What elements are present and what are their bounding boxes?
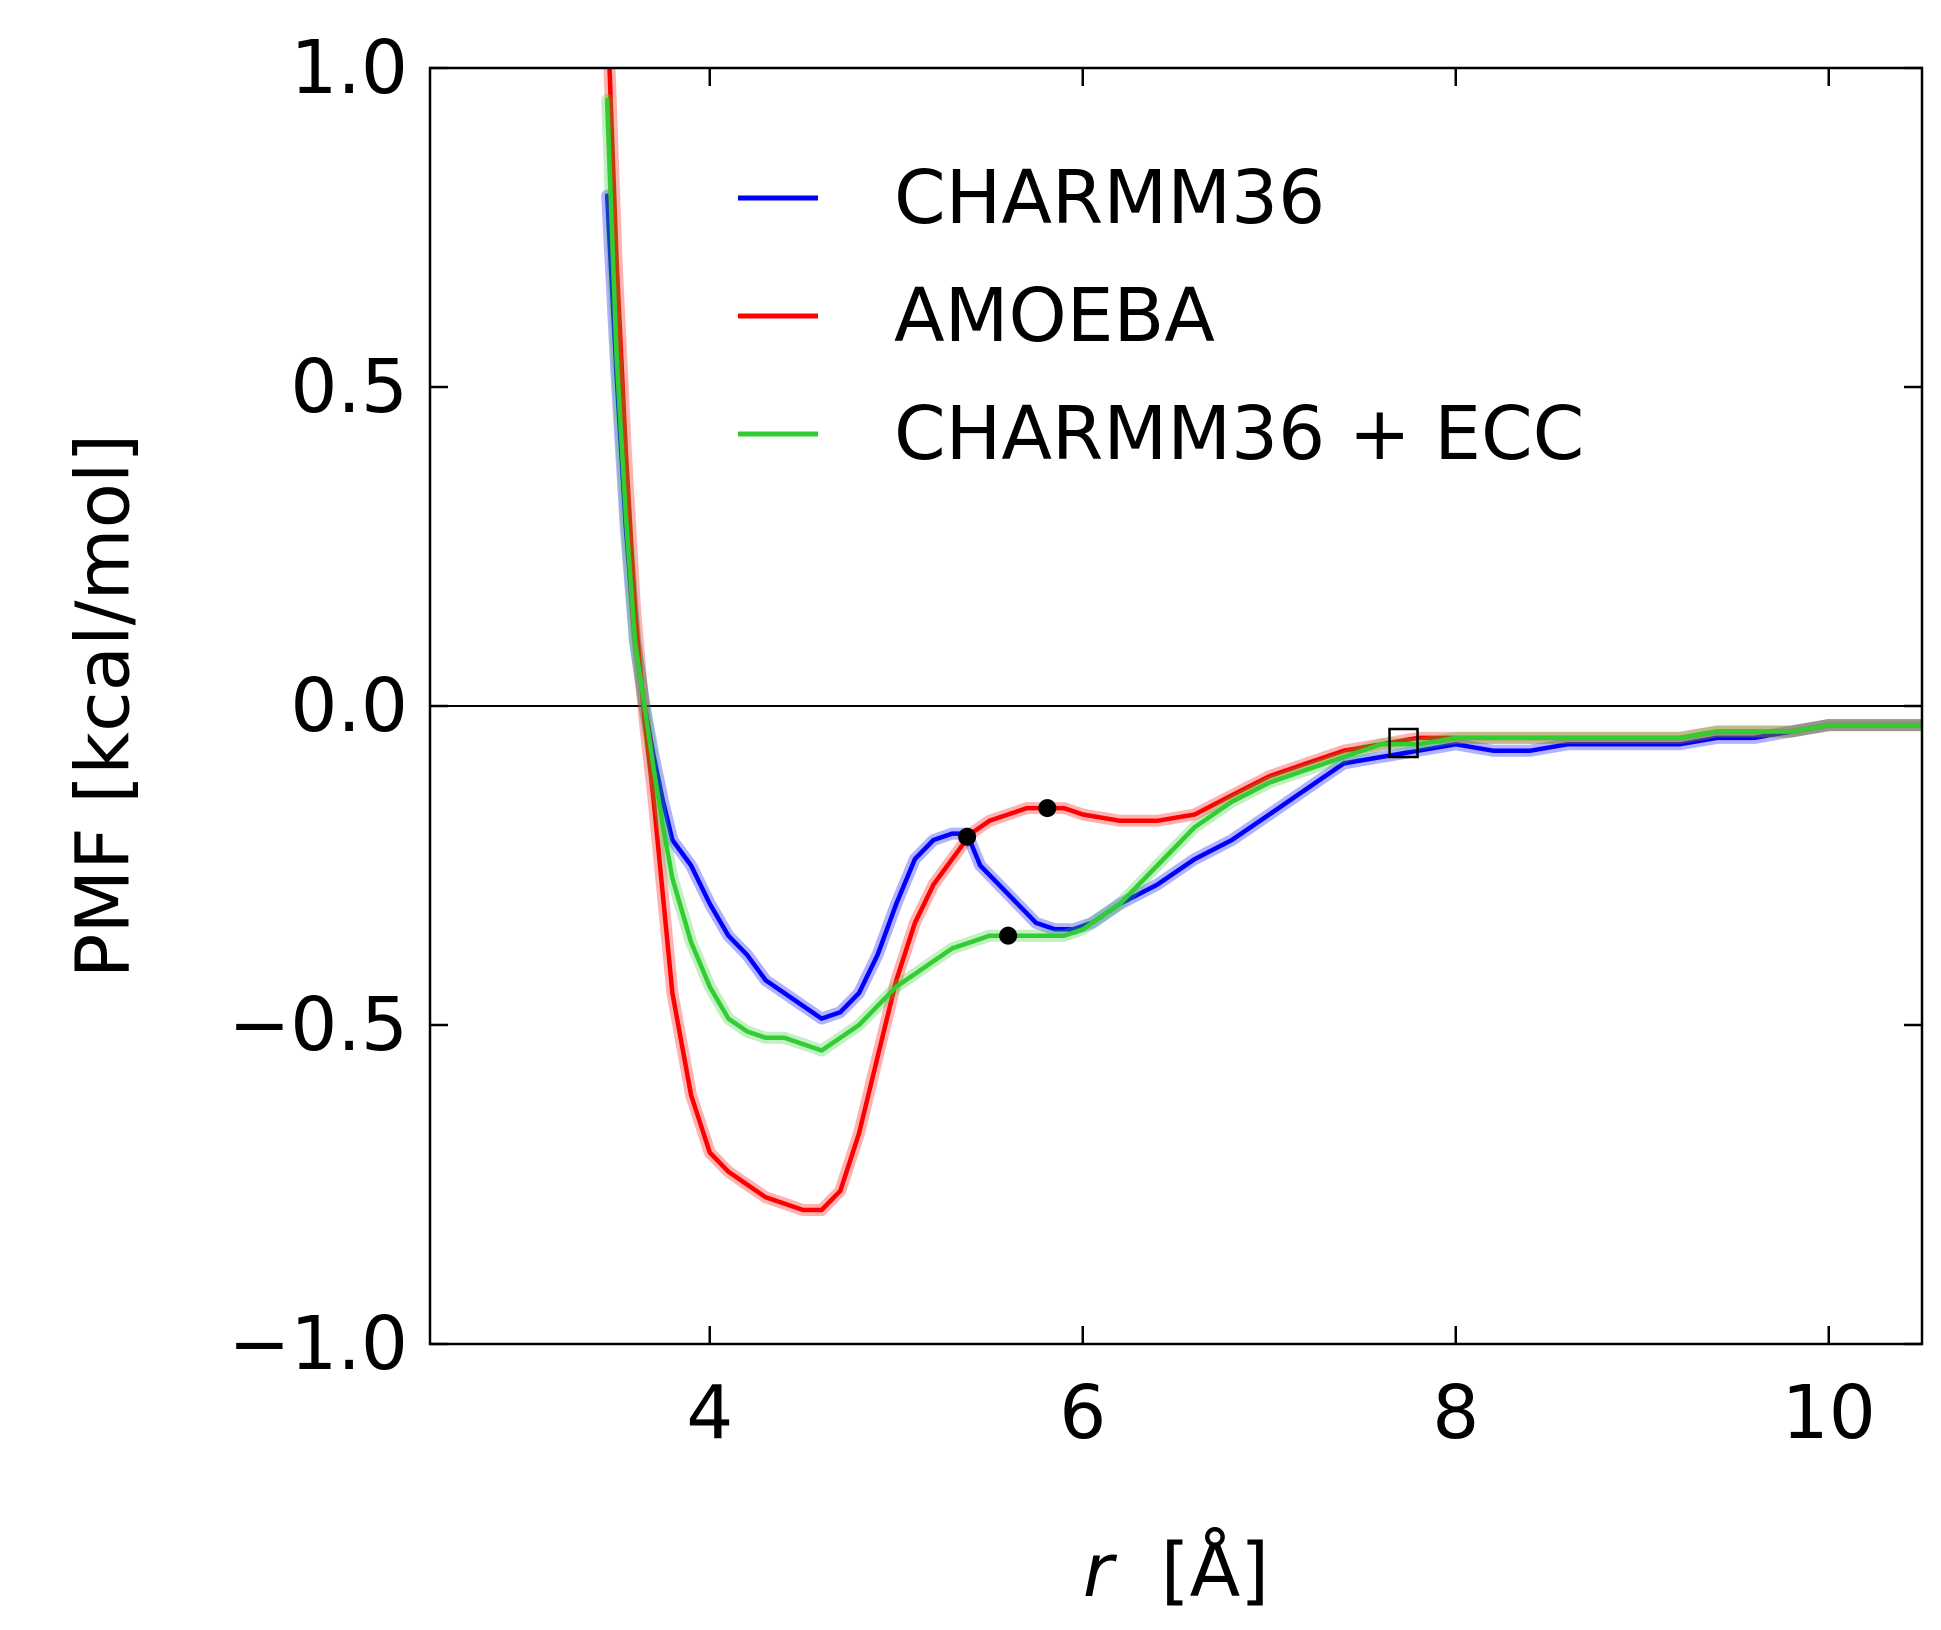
tick-layer: 4 6 8 10 −1.0 −0.5 0.0 0.5 1.0 — [228, 25, 1922, 1456]
series-line-charmm36-ecc — [604, 97, 1922, 1053]
series-line-charmm36 — [604, 193, 1922, 1021]
y-tick-label: −1.0 — [228, 1301, 408, 1387]
x-tick-label: 6 — [1059, 1370, 1106, 1456]
series-band-charmm36 — [601, 189, 1922, 1025]
legend: CHARMM36 AMOEBA CHARMM36 + ECC — [738, 155, 1584, 477]
y-tick-label: 1.0 — [290, 25, 408, 111]
legend-label-charmm36-ecc: CHARMM36 + ECC — [894, 391, 1584, 477]
x-tick-label: 4 — [686, 1370, 733, 1456]
y-tick-label: 0.5 — [290, 344, 408, 430]
y-tick-label: −0.5 — [228, 982, 408, 1068]
x-axis-label-symbol: r — [1083, 1528, 1118, 1614]
marker-dot-amoeba — [1038, 799, 1057, 818]
x-axis-label-unit: [Å] — [1161, 1526, 1269, 1614]
marker-layer — [958, 727, 1419, 945]
x-axis-label: r [Å] — [1083, 1526, 1269, 1614]
marker-dot-charmm36-ecc — [999, 926, 1018, 945]
legend-label-amoeba: AMOEBA — [894, 273, 1215, 359]
series-layer — [601, 68, 1922, 1216]
x-tick-label: 10 — [1782, 1370, 1876, 1456]
series-band-charmm36-ecc — [601, 93, 1922, 1057]
legend-label-charmm36: CHARMM36 — [894, 155, 1325, 241]
y-axis-label: PMF [kcal/mol] — [61, 434, 147, 979]
marker-dot-charmm36 — [958, 827, 977, 846]
x-tick-label: 8 — [1432, 1370, 1479, 1456]
marker-square — [1388, 727, 1419, 759]
y-tick-label: 0.0 — [290, 663, 408, 749]
